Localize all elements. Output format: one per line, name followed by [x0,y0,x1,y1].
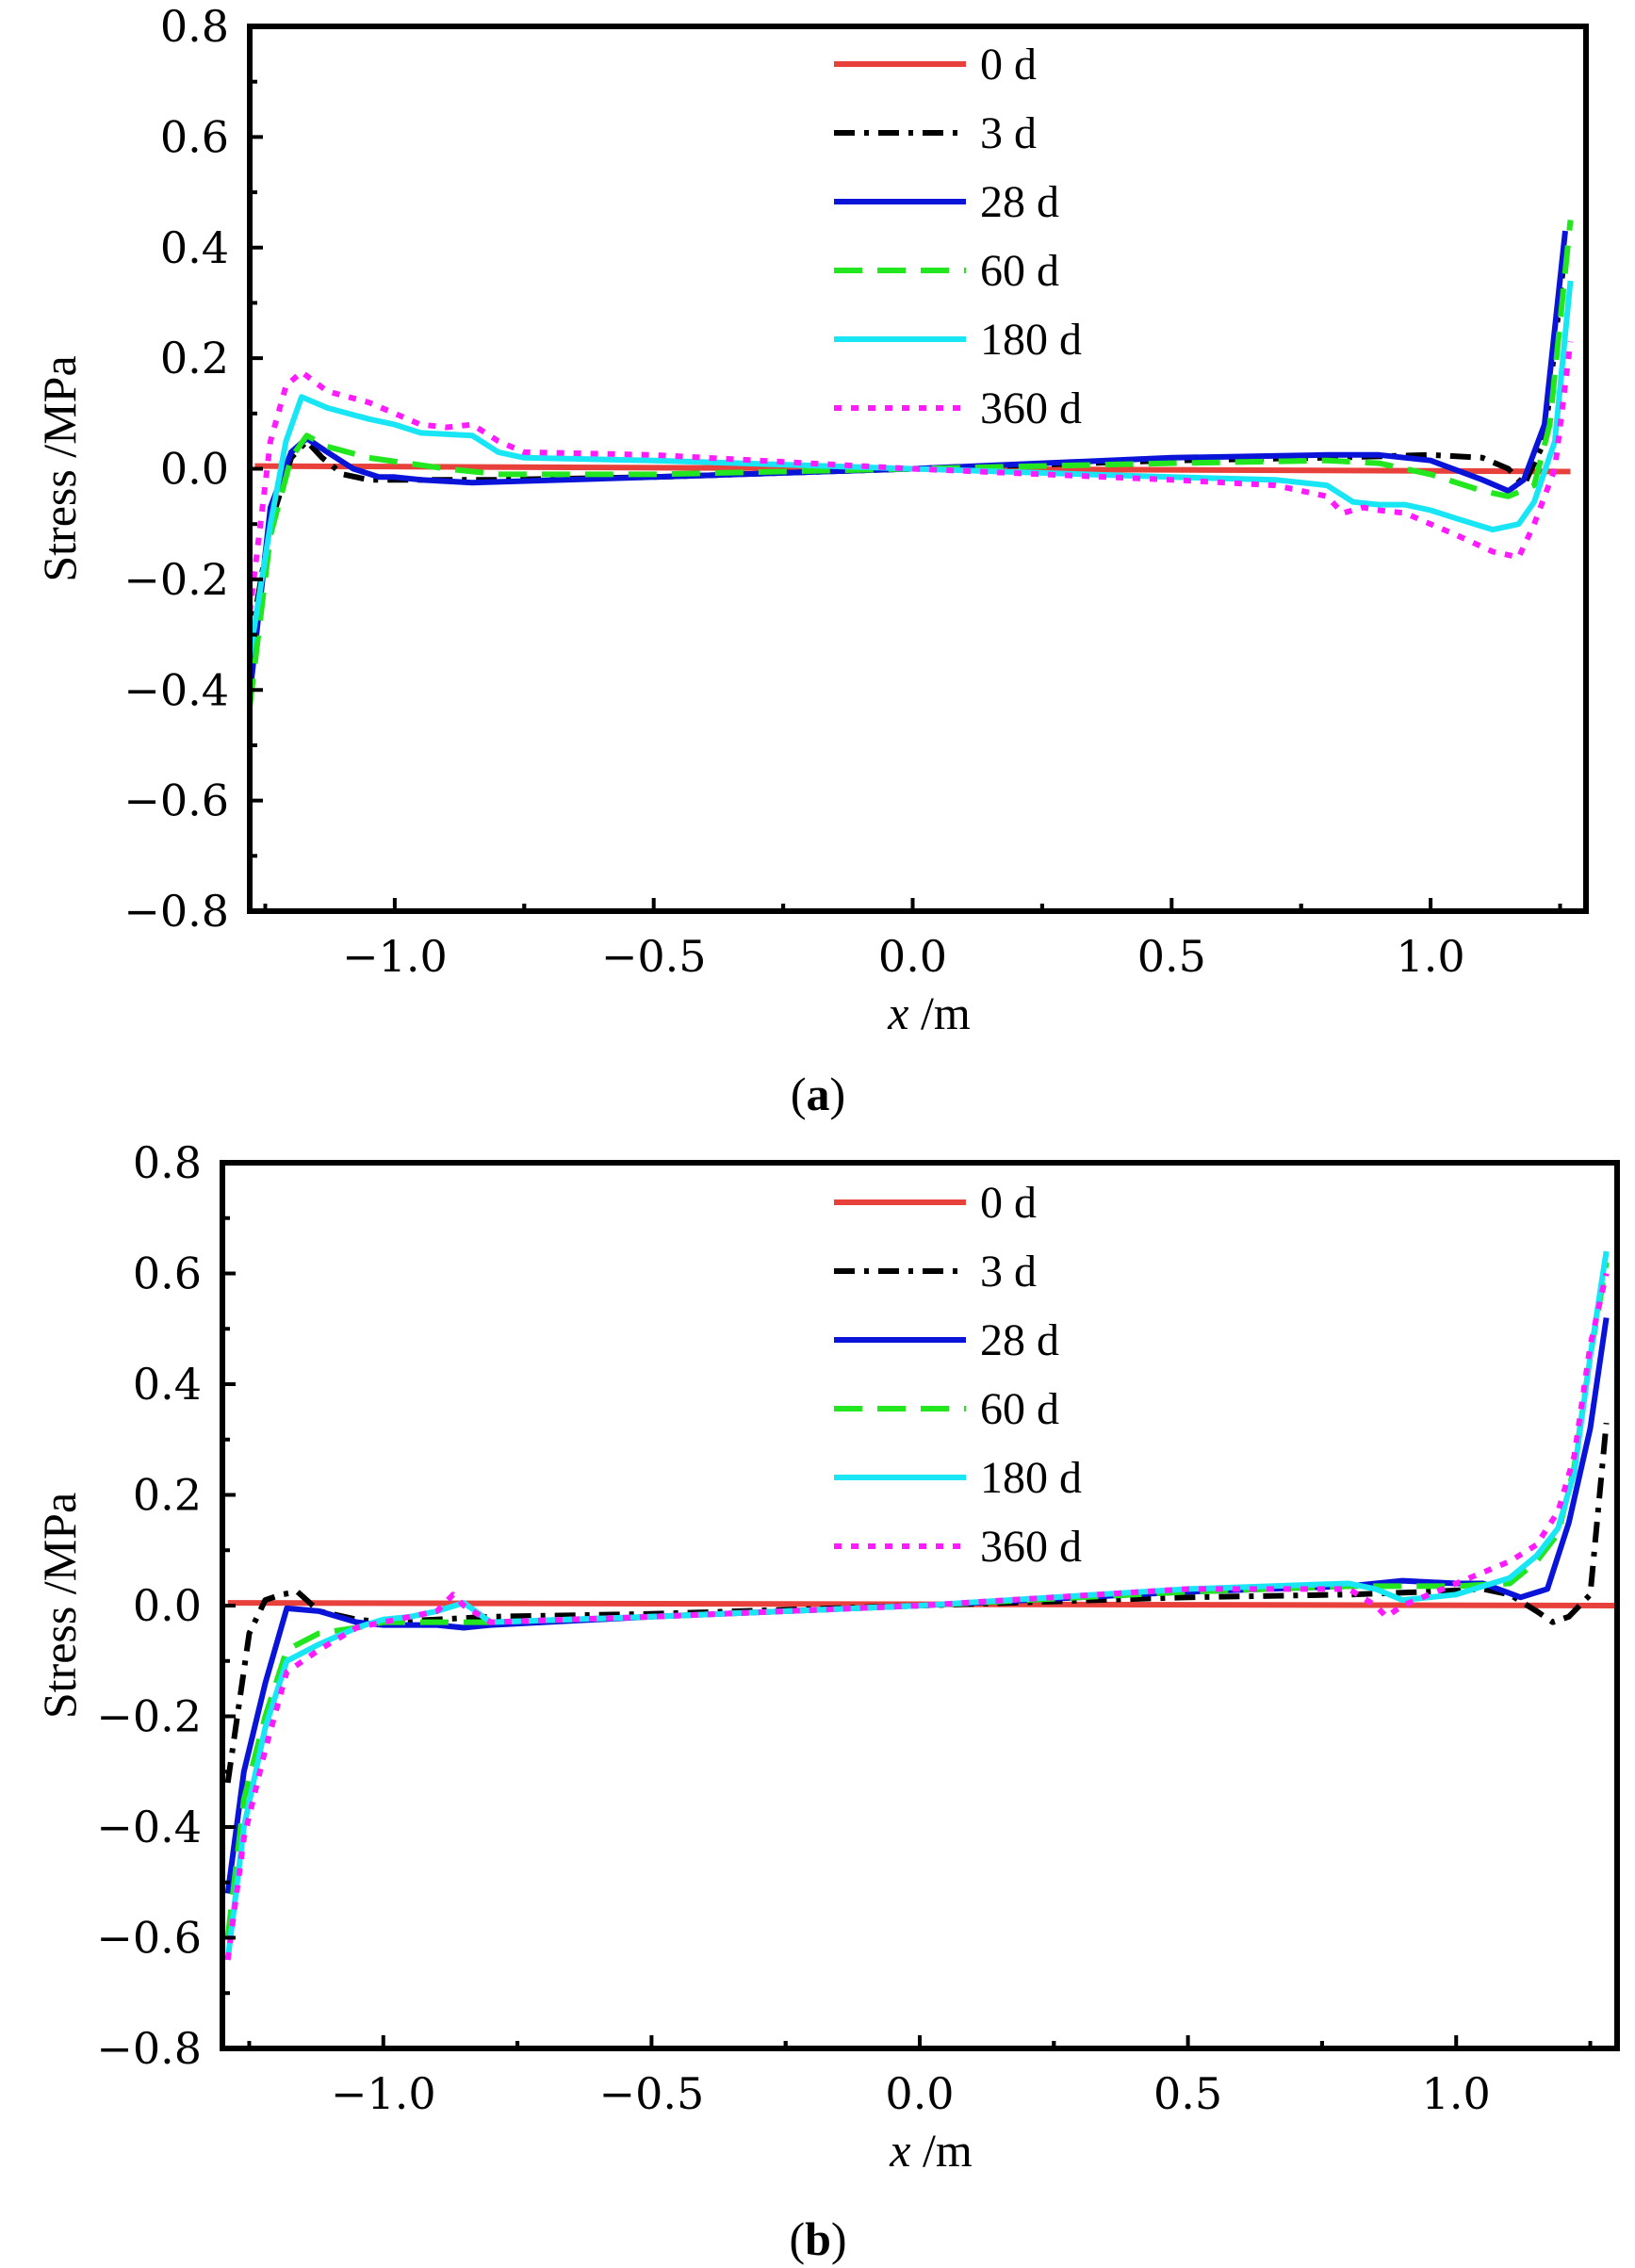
x-tick-label: 0.0 [878,931,947,982]
x-axis-title: x /m [887,987,971,1039]
panel-caption: (a) [791,1068,845,1120]
x-tick-label: 1.0 [1397,931,1465,982]
x-axis-title-unit: /m [910,2124,972,2177]
panel-caption: (b) [789,2212,846,2265]
series-line-360d [250,341,1574,613]
y-tick-label: −0.4 [96,1802,202,1852]
y-tick-label: −0.8 [123,886,229,937]
series-line-180d [250,280,1574,658]
x-tick-label: 0.5 [1137,931,1206,982]
legend-label: 3 d [980,108,1037,158]
y-axis-title: Stress /MPa [33,355,86,581]
legend-label: 0 d [980,1178,1037,1228]
legend-label: 28 d [980,1315,1059,1365]
chart-panel-b: −0.8 −0.6 −0.4 −0.2 0.0 0.2 0.4 0.6 0.8 −1.0 −0.5 0… [33,1137,1620,2265]
y-tick-label: −0.6 [96,1913,202,1964]
x-tick-label: −1.0 [342,931,448,982]
x-tick-label: 0.0 [885,2068,954,2119]
series-line-60d [250,220,1574,708]
series-line-180d [224,1250,1610,1961]
legend-label: 0 d [980,40,1037,90]
y-tick-label: 0.4 [133,1359,202,1410]
legend-label: 60 d [980,246,1059,296]
legend-label: 3 d [980,1247,1037,1297]
caption-close: ) [831,2212,847,2265]
x-tick-label: −0.5 [599,2068,705,2119]
legend-label: 180 d [980,315,1082,365]
y-tick-label: 0.8 [133,1137,202,1188]
caption-open: ( [791,1068,807,1120]
y-tick-label: −0.2 [123,554,229,605]
legend-label: 180 d [980,1453,1082,1503]
x-axis-title-var: x [889,2124,910,2177]
y-tick-label: 0.4 [160,222,229,273]
y-tick-label: 0.0 [133,1580,202,1631]
x-tick-label: −0.5 [601,931,707,982]
y-axis-title: Stress /MPa [33,1493,86,1719]
caption-letter: b [805,2212,831,2265]
series-line-360d [224,1272,1610,1961]
x-axis-title-unit: /m [908,987,970,1039]
y-tick-label: −0.8 [96,2023,202,2074]
x-tick-label: −1.0 [331,2068,436,2119]
y-tick-label: −0.4 [123,664,229,715]
caption-open: ( [789,2212,805,2265]
legend-label: 28 d [980,177,1059,227]
y-tick-label: 0.0 [160,444,229,495]
x-axis-title: x /m [889,2124,973,2177]
y-tick-label: 0.6 [133,1248,202,1299]
y-tick-label: 0.6 [160,111,229,162]
legend-label: 360 d [980,383,1082,433]
caption-close: ) [830,1068,846,1120]
x-tick-label: 1.0 [1422,2068,1491,2119]
y-tick-label: −0.6 [123,775,229,826]
y-tick-label: −0.2 [96,1691,202,1742]
y-tick-label: 0.2 [133,1470,202,1521]
y-tick-label: 0.8 [160,1,229,52]
x-tick-label: 0.5 [1153,2068,1222,2119]
x-axis-title-var: x [887,987,908,1039]
legend-label: 60 d [980,1384,1059,1434]
y-tick-label: 0.2 [160,333,229,383]
legend-label: 360 d [980,1522,1082,1572]
series-line-3d [250,247,1568,646]
caption-letter: a [807,1068,830,1120]
chart-panel-a: −0.8 −0.6 −0.4 −0.2 0.0 0.2 0.4 0.6 0.8 −1.0 −0.5 0… [33,1,1589,1120]
